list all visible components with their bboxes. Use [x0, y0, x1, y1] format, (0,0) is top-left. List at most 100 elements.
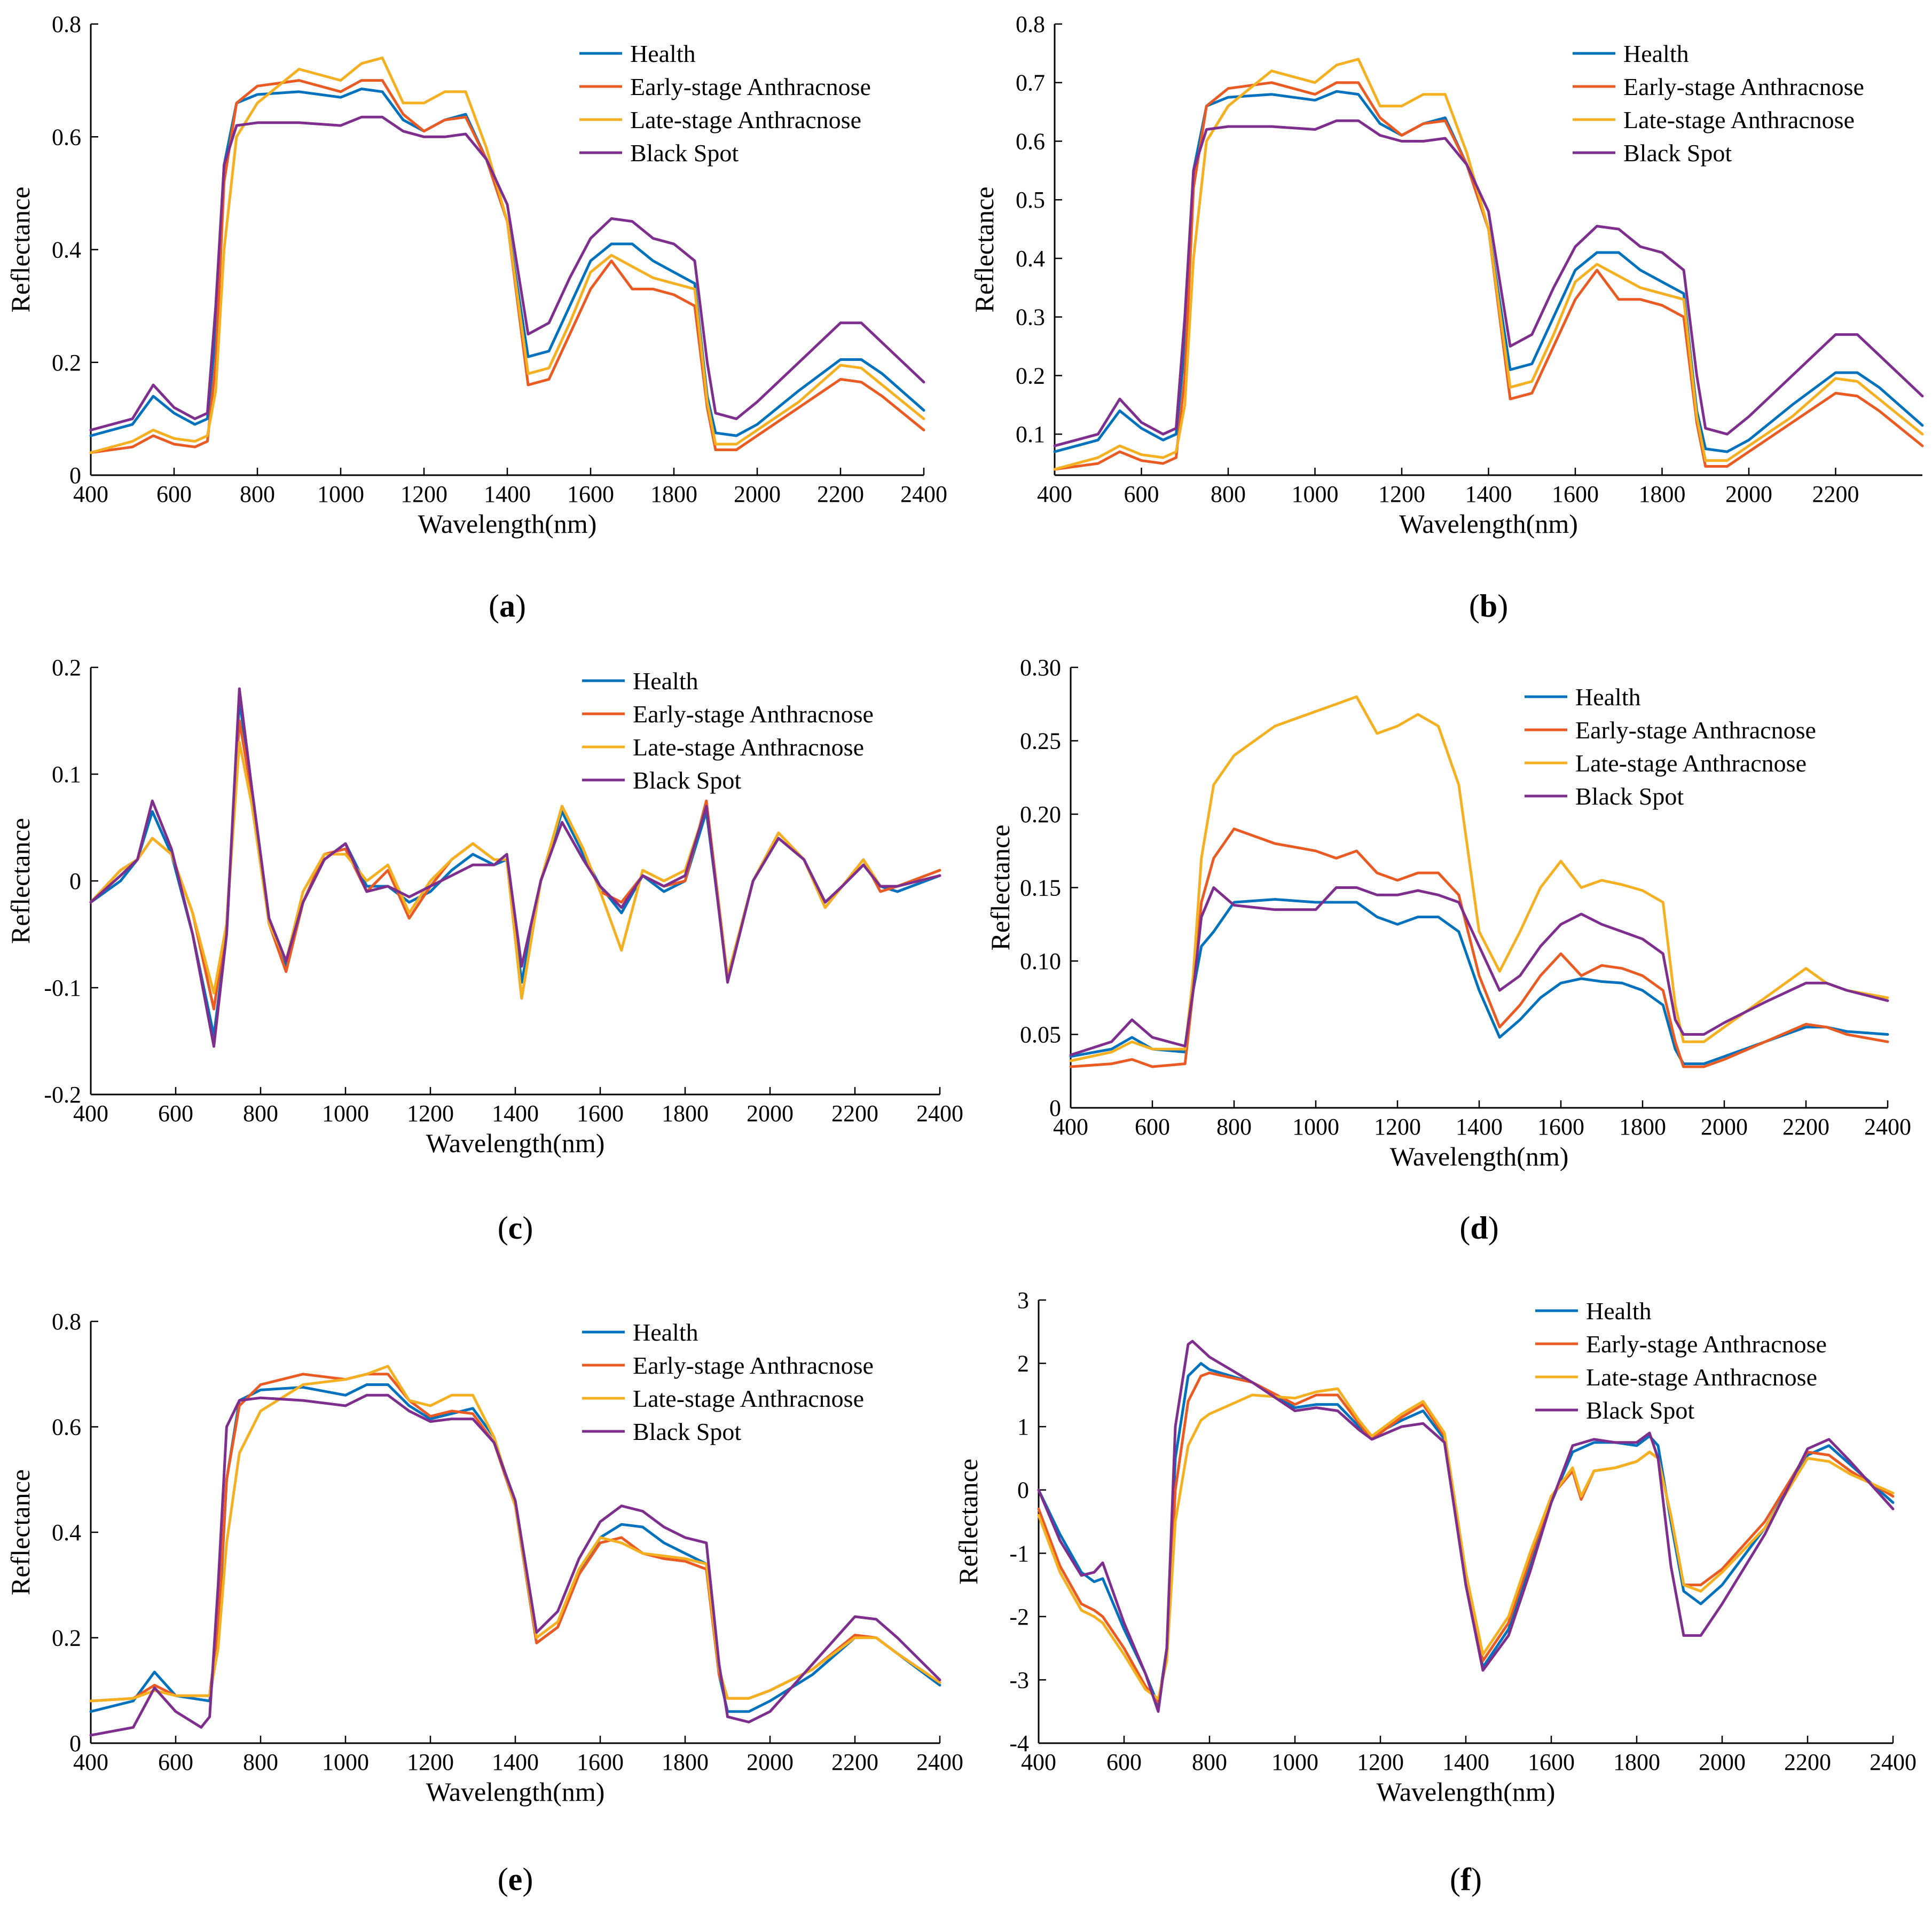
legend-label: Black Spot	[1623, 139, 1732, 167]
y-tick-label: 0	[69, 462, 81, 489]
y-axis-title: Reflectance	[953, 1459, 983, 1585]
x-tick-label: 1000	[1271, 1749, 1318, 1775]
legend-label: Early-stage Anthracnose	[1586, 1330, 1827, 1358]
y-tick-label: 0.4	[52, 1519, 81, 1546]
x-tick-label: 600	[1106, 1749, 1142, 1775]
x-tick-label: 1600	[1552, 481, 1599, 507]
y-tick-label: 0.10	[1020, 948, 1061, 974]
legend-label: Black Spot	[633, 767, 741, 794]
panel-caption: (d)	[1459, 1210, 1498, 1246]
legend-label: Black Spot	[630, 139, 739, 167]
y-tick-label: 3	[1017, 1287, 1029, 1313]
panel-caption: (e)	[498, 1862, 533, 1897]
x-tick-label: 2000	[1701, 1114, 1748, 1140]
x-axis-title: Wavelength(nm)	[1377, 1777, 1556, 1807]
x-tick-label: 600	[156, 481, 192, 507]
series-line-early	[1069, 828, 1889, 1068]
y-tick-label: 0.5	[1016, 187, 1045, 213]
x-tick-label: 1200	[400, 481, 447, 507]
legend-label: Early-stage Anthracnose	[633, 1352, 874, 1379]
legend-label: Early-stage Anthracnose	[1623, 73, 1864, 100]
chart-d: 400 600 800 1000 1200 1400 1600 1800 2000 2200 240…	[985, 655, 1911, 1246]
x-axis-title: Wavelength(nm)	[426, 1777, 605, 1807]
x-tick-label: 2000	[1725, 481, 1772, 507]
y-tick-label: 0	[1017, 1477, 1029, 1503]
y-tick-label: 0.1	[1016, 421, 1045, 447]
legend-label: Health	[630, 40, 696, 67]
legend-label: Health	[1575, 683, 1641, 711]
x-tick-label: 1000	[1292, 481, 1339, 507]
chart-f: 400 600 800 1000 1200 1400 1600 1800 2000 2200 240…	[953, 1287, 1917, 1897]
y-axis-title: Reflectance	[985, 825, 1015, 951]
panel-caption: (c)	[498, 1210, 533, 1246]
legend-label: Late-stage Anthracnose	[1586, 1364, 1817, 1391]
x-tick-label: 800	[1192, 1749, 1227, 1775]
y-tick-label: -1	[1009, 1540, 1029, 1566]
series-line-late	[89, 741, 941, 1000]
x-tick-label: 600	[1124, 481, 1159, 507]
x-tick-label: 400	[73, 1749, 108, 1775]
y-tick-label: 0.4	[1016, 246, 1045, 272]
x-tick-label: 1800	[1639, 481, 1686, 507]
legend-label: Early-stage Anthracnose	[630, 73, 871, 100]
legend-label: Black Spot	[1586, 1397, 1694, 1424]
y-tick-label: 0.2	[52, 655, 81, 681]
chart-e: 400 600 800 1000 1200 1400 1600 1800 2000 2200 240…	[5, 1309, 963, 1897]
x-tick-label: 2400	[916, 1749, 963, 1775]
y-tick-label: 0.05	[1020, 1022, 1061, 1048]
y-tick-label: 0.8	[1016, 11, 1045, 37]
y-tick-label: 0.2	[52, 350, 81, 376]
x-axis-title: Wavelength(nm)	[1399, 509, 1578, 539]
panel-caption: (f)	[1450, 1862, 1482, 1897]
panel-caption: (a)	[489, 588, 526, 624]
y-tick-label: 0	[69, 868, 81, 894]
x-tick-label: 1600	[1528, 1749, 1575, 1775]
y-tick-label: 0.6	[1016, 128, 1045, 154]
series-line-health	[1069, 898, 1889, 1065]
chart-b: 400 600 800 1000 1200 1400 1600 1800 2000 2200 0.1…	[969, 11, 1924, 624]
y-tick-label: -0.1	[44, 975, 81, 1001]
x-tick-label: 2000	[1699, 1749, 1746, 1775]
legend-label: Health	[1586, 1297, 1652, 1325]
x-tick-label: 1400	[492, 1100, 539, 1127]
legend-label: Health	[1623, 40, 1689, 67]
x-tick-label: 2200	[1784, 1749, 1831, 1775]
y-tick-label: 0.30	[1020, 655, 1061, 681]
legend: Health Early-stage Anthracnose Late-stage …	[582, 1319, 874, 1445]
x-tick-label: 1400	[492, 1749, 539, 1775]
x-tick-label: 1000	[1292, 1114, 1339, 1140]
series-line-black	[1053, 119, 1924, 447]
x-tick-label: 2200	[831, 1100, 878, 1127]
x-tick-label: 2400	[916, 1100, 963, 1127]
legend-label: Black Spot	[633, 1418, 741, 1445]
x-tick-label: 1000	[317, 481, 364, 507]
x-axis-title: Wavelength(nm)	[1390, 1141, 1569, 1171]
x-tick-label: 1600	[577, 1749, 624, 1775]
x-tick-label: 1200	[407, 1100, 454, 1127]
series-line-early	[1053, 81, 1924, 471]
x-tick-label: 1400	[484, 481, 531, 507]
y-tick-label: 0.2	[52, 1625, 81, 1651]
x-tick-label: 1400	[1456, 1114, 1503, 1140]
legend: Health Early-stage Anthracnose Late-stage …	[582, 667, 874, 794]
x-tick-label: 1200	[1374, 1114, 1421, 1140]
y-tick-label: 0.4	[52, 237, 81, 263]
x-tick-label: 1200	[407, 1749, 454, 1775]
legend-label: Late-stage Anthracnose	[1623, 106, 1855, 133]
y-tick-label: -3	[1009, 1667, 1029, 1693]
x-tick-label: 600	[158, 1749, 193, 1775]
x-tick-label: 2200	[1812, 481, 1859, 507]
y-tick-label: -0.2	[44, 1082, 81, 1108]
y-tick-label: 0.1	[52, 761, 81, 787]
chart-c: 400 600 800 1000 1200 1400 1600 1800 2000 2200 240…	[5, 655, 963, 1246]
x-tick-label: 2000	[747, 1749, 794, 1775]
x-tick-label: 1800	[662, 1749, 709, 1775]
legend-label: Early-stage Anthracnose	[1575, 716, 1816, 744]
legend-label: Black Spot	[1575, 783, 1684, 810]
legend-label: Late-stage Anthracnose	[630, 106, 861, 133]
series-line-black	[89, 1393, 941, 1737]
y-tick-label: 0.7	[1016, 70, 1045, 96]
x-tick-label: 600	[1135, 1114, 1170, 1140]
x-tick-label: 2000	[747, 1100, 794, 1127]
legend: Health Early-stage Anthracnose Late-stage …	[1573, 40, 1864, 167]
